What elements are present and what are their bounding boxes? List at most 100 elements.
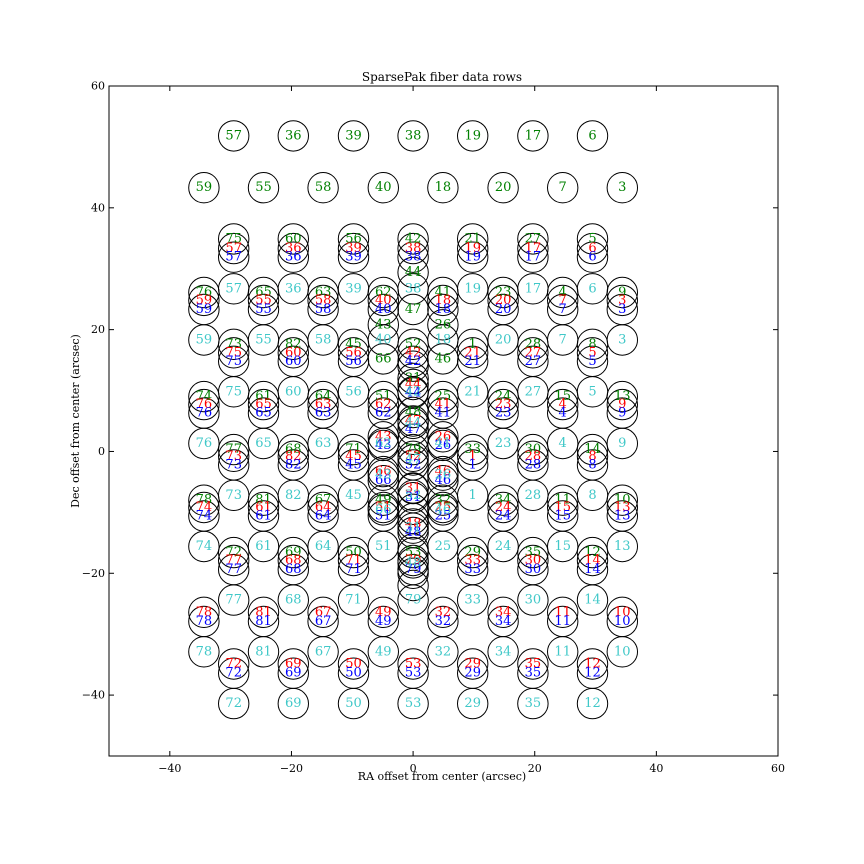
fiber-label-red: 24 — [495, 500, 512, 515]
fiber-circle — [397, 407, 429, 440]
fiber-circle — [367, 309, 399, 341]
fiber-label-green: 42 — [405, 231, 422, 246]
y-tick-label: −40 — [82, 689, 105, 702]
fiber-label-red: 41 — [435, 397, 452, 412]
fiber-label-cyan: 7 — [559, 333, 567, 348]
fiber-circle — [247, 530, 280, 563]
fiber-circle — [576, 479, 609, 511]
fiber-label-red: 38 — [405, 241, 422, 256]
fiber-label-blue: 23 — [495, 406, 512, 421]
fiber-circle — [547, 284, 579, 317]
fiber-label-cyan: 68 — [285, 593, 302, 608]
fiber-label-cyan: 29 — [464, 696, 481, 711]
fiber-label-red: 7 — [559, 293, 567, 308]
fiber-label-blue: 9 — [618, 406, 626, 421]
fiber-circle — [517, 440, 549, 472]
fiber-circle — [397, 479, 429, 511]
fiber-label-red: 66 — [375, 464, 392, 479]
fiber-circle — [576, 232, 609, 265]
fiber-label-cyan: 61 — [255, 539, 272, 554]
fiber-label-red: 9 — [618, 397, 626, 412]
fiber-circle — [397, 584, 429, 616]
x-tick-label: 60 — [771, 762, 785, 775]
fiber-label-blue: 6 — [588, 250, 596, 265]
fiber-label-blue: 61 — [255, 509, 272, 524]
fiber-circle — [247, 636, 280, 668]
fiber-label-cyan: 64 — [315, 539, 332, 554]
fiber-label-cyan: 77 — [225, 593, 242, 608]
fiber-label-red: 13 — [614, 500, 631, 515]
fiber-label-blue: 52 — [405, 457, 422, 472]
fiber-label-green: 77 — [225, 442, 242, 457]
fiber-label-red: 30 — [525, 553, 542, 568]
fiber-label-blue: 77 — [225, 562, 242, 577]
fiber-label-blue: 71 — [345, 562, 362, 577]
fiber-label-cyan: 13 — [614, 539, 631, 554]
fiber-circle — [457, 544, 489, 577]
fiber-circle — [277, 273, 309, 305]
fiber-label-red: 74 — [196, 500, 213, 515]
fiber-label-blue: 8 — [588, 457, 596, 472]
fiber-circle — [576, 223, 609, 255]
fiber-label-red: 10 — [614, 605, 631, 620]
x-tick-label: 0 — [410, 762, 417, 775]
fiber-label-cyan: 8 — [588, 488, 596, 503]
fiber-label-cyan: 11 — [554, 644, 571, 659]
fiber-label-red: 43 — [375, 429, 392, 444]
fiber-label-cyan: 40 — [375, 333, 392, 348]
fiber-label-cyan: 56 — [345, 384, 362, 399]
fiber-label-red: 11 — [554, 605, 571, 620]
fiber-circle — [397, 512, 429, 544]
fiber-label-cyan: 51 — [375, 539, 392, 554]
fiber-circle — [277, 687, 309, 720]
fiber-circle — [427, 459, 459, 491]
fiber-label-green: 47 — [405, 302, 422, 317]
fiber-label-blue: 76 — [196, 406, 213, 421]
fiber-label-red: 17 — [525, 241, 542, 256]
fiber-circle — [218, 648, 250, 680]
fiber-circle — [427, 494, 459, 526]
fiber-label-green: 76 — [196, 285, 213, 300]
fiber-label-green: 13 — [614, 389, 631, 404]
fiber-label-red: 67 — [315, 605, 332, 620]
fiber-circle — [397, 396, 429, 429]
fiber-label-cyan: 15 — [554, 539, 571, 554]
fiber-label-green: 43 — [375, 317, 392, 332]
fiber-label-red: 18 — [435, 293, 452, 308]
fiber-label-red: 5 — [588, 345, 596, 360]
fiber-circle — [188, 530, 220, 563]
fiber-label-cyan: 53 — [405, 696, 422, 711]
fiber-label-green: 3 — [618, 180, 626, 195]
fiber-label-green: 33 — [464, 442, 481, 457]
fiber-circle — [218, 273, 250, 305]
fiber-label-green: 51 — [375, 389, 392, 404]
fiber-circle — [576, 584, 609, 616]
fiber-circle — [517, 337, 549, 369]
fiber-label-cyan: 24 — [495, 539, 512, 554]
x-tick-label: 20 — [528, 762, 542, 775]
fiber-label-cyan: 18 — [435, 333, 452, 348]
fiber-label-red: 60 — [285, 345, 302, 360]
fiber-circle — [576, 376, 609, 408]
fiber-circle — [367, 284, 399, 317]
fiber-circle — [487, 324, 519, 356]
fiber-label-green: 8 — [588, 337, 596, 352]
fiber-label-green: 52 — [405, 337, 422, 352]
fiber-label-cyan: 79 — [405, 593, 422, 608]
fiber-label-cyan: 55 — [255, 333, 272, 348]
fiber-label-blue: 72 — [225, 666, 242, 681]
fiber-circle — [337, 273, 370, 305]
fiber-circle — [457, 223, 489, 255]
fiber-label-blue: 51 — [375, 509, 392, 524]
fiber-label-cyan: 33 — [464, 593, 481, 608]
fiber-label-green: 31 — [405, 371, 422, 386]
fiber-label-cyan: 72 — [225, 696, 242, 711]
fiber-label-red: 40 — [375, 293, 392, 308]
fiber-label-red: 32 — [435, 605, 452, 620]
fiber-label-green: 60 — [285, 231, 302, 246]
fiber-circle — [606, 427, 638, 460]
fiber-label-green: 26 — [435, 317, 452, 332]
fiber-label-green: 30 — [525, 442, 542, 457]
fiber-circle — [457, 479, 489, 511]
